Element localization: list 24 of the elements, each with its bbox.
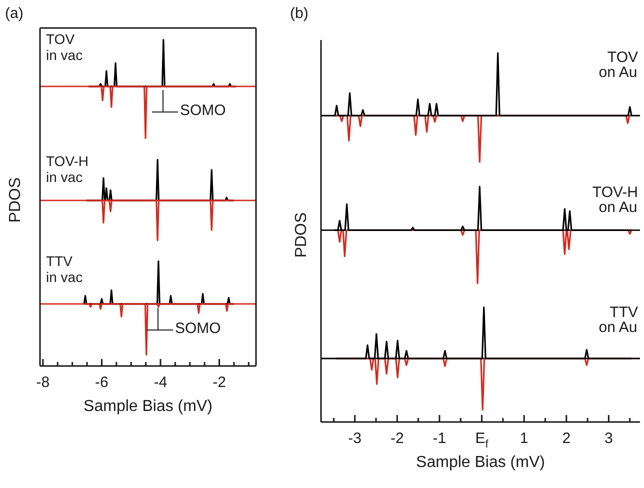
annotation: SOMO [180, 102, 226, 120]
x-tick-label: -3 [348, 430, 362, 447]
annotation: TOV on Au [598, 49, 638, 81]
x-tick-label: 1 [520, 430, 528, 447]
annotation: TTV on Au [598, 304, 638, 336]
chart-title: (b) [290, 5, 308, 22]
annotation: TOV-H in vac [46, 153, 89, 185]
x-tick-label: -1 [432, 430, 446, 447]
x-tick-label: -2 [212, 374, 226, 391]
x-tick-label: -4 [154, 374, 168, 391]
annotation: SOMO [175, 320, 221, 338]
x-tick-label: -2 [390, 430, 404, 447]
chart-title: (a) [5, 5, 24, 22]
annotation: TOV-H on Au [592, 184, 638, 216]
x-tick-label: 2 [562, 430, 571, 447]
x-axis-title: Sample Bias (mV) [416, 454, 545, 471]
y-axis-title: PDOS [293, 212, 310, 258]
x-axis-title: Sample Bias (mV) [84, 398, 212, 415]
x-tick-label: 3 [604, 430, 613, 447]
y-axis-title: PDOS [7, 177, 24, 223]
annotation: TTV in vac [46, 253, 83, 285]
x-tick-label: -6 [95, 374, 108, 391]
x-tick-label: -8 [36, 374, 50, 391]
annotation: TOV in vac [46, 31, 83, 63]
